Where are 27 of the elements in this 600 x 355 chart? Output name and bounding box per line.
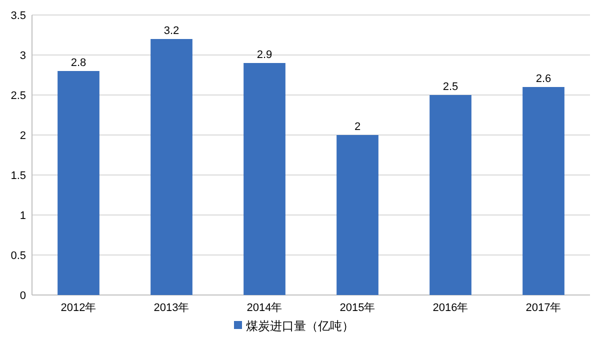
bar <box>430 95 472 295</box>
x-tick-label: 2017年 <box>526 302 562 314</box>
bar <box>150 39 192 295</box>
data-label: 2.9 <box>256 49 272 61</box>
data-label: 2.8 <box>70 57 86 69</box>
y-tick-label: 2.5 <box>10 90 26 102</box>
x-tick-label: 2013年 <box>154 302 190 314</box>
y-tick-label: 0 <box>20 290 26 302</box>
data-label: 2.5 <box>442 81 458 93</box>
data-label: 3.2 <box>164 25 180 37</box>
y-tick-label: 1 <box>20 210 26 222</box>
y-tick-label: 0.5 <box>10 250 26 262</box>
y-tick-label: 1.5 <box>10 170 26 182</box>
bar <box>336 135 378 295</box>
y-tick-label: 3 <box>20 50 26 62</box>
y-tick-label: 2 <box>20 130 26 142</box>
x-tick-label: 2016年 <box>432 302 468 314</box>
data-label: 2.6 <box>536 73 552 85</box>
x-tick-label: 2012年 <box>60 302 96 314</box>
x-tick-label: 2015年 <box>340 302 376 314</box>
bar <box>522 87 564 295</box>
y-tick-label: 3.5 <box>10 10 26 22</box>
data-label: 2 <box>354 121 361 133</box>
bar <box>244 63 286 295</box>
x-tick-label: 2014年 <box>246 302 282 314</box>
legend-label: 煤炭进口量（亿吨） <box>246 319 354 333</box>
bar <box>58 71 100 295</box>
